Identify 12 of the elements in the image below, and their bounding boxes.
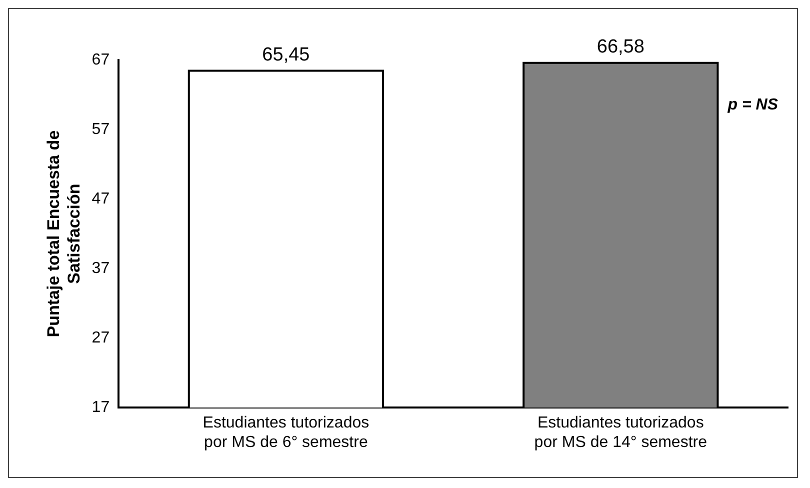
x-tick-label: Estudiantes tutorizados por MS de 6° semestre bbox=[202, 414, 370, 451]
y-axis-title: Puntaje total Encuesta de Satisfacción bbox=[44, 130, 84, 338]
data-label: 65,45 bbox=[262, 44, 310, 66]
x-tick-label: Estudiantes tutorizados por MS de 14° semestre bbox=[534, 414, 708, 451]
y-tick-label: 57 bbox=[92, 120, 110, 138]
y-tick-label: 37 bbox=[92, 260, 110, 277]
data-label: 66,58 bbox=[596, 36, 644, 58]
y-tick-label: 17 bbox=[92, 399, 110, 416]
y-tick-label: 47 bbox=[92, 190, 110, 208]
y-tick-label: 27 bbox=[92, 329, 110, 346]
annotation: p = NS bbox=[726, 96, 778, 114]
y-tick-label: 67 bbox=[92, 51, 110, 68]
